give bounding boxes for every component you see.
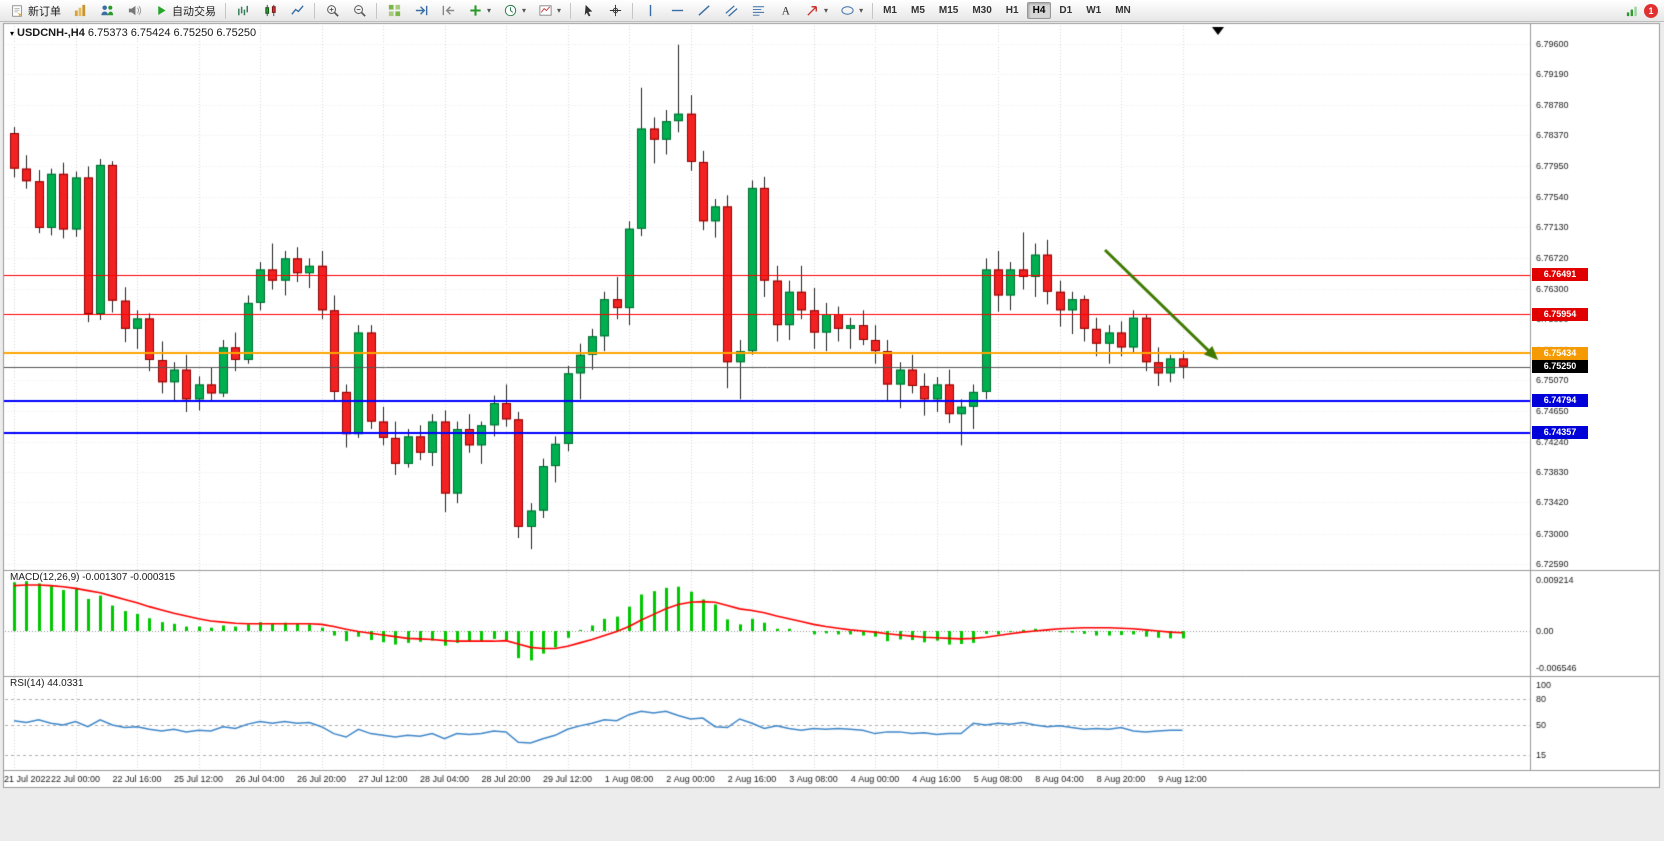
trendline-button[interactable]	[691, 2, 717, 20]
toolbar-right-cluster: 1	[1624, 3, 1660, 19]
tile-windows-button[interactable]	[381, 2, 407, 20]
line-chart-button[interactable]	[284, 2, 310, 20]
chart-shift-icon	[442, 5, 454, 16]
crosshair-button[interactable]	[602, 2, 628, 20]
timeframe-H4-button[interactable]: H4	[1026, 2, 1052, 19]
toolbar-separator	[314, 2, 315, 19]
candlestick-chart-icon	[264, 4, 276, 17]
zoom-in-icon	[326, 5, 339, 17]
horizontal-line-button[interactable]	[664, 2, 690, 20]
line-chart-icon	[290, 5, 304, 15]
toolbar-separator	[632, 2, 634, 19]
fibonacci-icon	[752, 6, 764, 16]
profiles-icon	[100, 5, 113, 16]
templates-button[interactable]: ▾	[532, 0, 566, 21]
shapes-icon	[839, 3, 855, 19]
timeframe-MN-button[interactable]: MN	[1115, 5, 1131, 16]
notification-badge[interactable]: 1	[1644, 3, 1658, 18]
zoom-out-icon	[353, 5, 366, 17]
zoom-in-button[interactable]	[319, 2, 345, 20]
chevron-down-icon: ▾	[859, 6, 864, 15]
toolbar-separator	[376, 2, 377, 19]
timeframe-W1-button[interactable]: W1	[1086, 5, 1102, 16]
text-icon: A	[781, 5, 790, 17]
chart-shift-button[interactable]	[435, 2, 461, 20]
channel-icon	[724, 5, 738, 17]
zoom-out-button[interactable]	[346, 2, 372, 20]
new-order-label: 新订单	[28, 5, 61, 18]
template-icon	[537, 3, 553, 19]
text-button[interactable]: A	[772, 2, 798, 20]
bar-chart-button[interactable]	[230, 2, 256, 20]
sounds-button[interactable]	[121, 2, 147, 20]
autotrading-label: 自动交易	[172, 5, 216, 18]
periods-button[interactable]: ▾	[497, 0, 531, 21]
shapes-button[interactable]: ▾	[834, 0, 868, 21]
horizontal-line-icon	[671, 9, 683, 12]
timeframe-group: M1 M5 M15 M30 H1 H4 D1 W1 MN	[877, 2, 1137, 19]
timeframe-M5-button[interactable]: M5	[910, 5, 925, 16]
chevron-down-icon: ▾	[487, 6, 492, 15]
trendline-icon	[697, 5, 710, 16]
clock-icon	[502, 3, 518, 19]
chevron-down-icon: ▾	[557, 6, 562, 15]
new-chart-icon	[74, 4, 85, 17]
vertical-line-icon	[649, 4, 651, 17]
timeframe-D1-button[interactable]: D1	[1059, 5, 1073, 16]
autotrading-play-icon	[153, 3, 169, 19]
sounds-icon	[128, 5, 141, 16]
svg-text:A: A	[781, 5, 790, 17]
arrow-tool-icon	[804, 3, 820, 19]
chevron-down-icon: ▾	[824, 6, 829, 15]
cursor-icon	[584, 4, 592, 17]
fibonacci-button[interactable]	[745, 2, 771, 20]
tile-windows-icon	[388, 4, 400, 17]
candlestick-chart-button[interactable]	[257, 2, 283, 20]
channel-button[interactable]	[718, 2, 744, 20]
auto-scroll-icon	[415, 5, 427, 16]
auto-scroll-button[interactable]	[408, 2, 434, 20]
vertical-line-button[interactable]	[637, 2, 663, 20]
timeframe-M15-button[interactable]: M15	[938, 5, 959, 16]
timeframe-H1-button[interactable]: H1	[1005, 5, 1019, 16]
indicators-button[interactable]: ▾	[462, 0, 496, 21]
indicators-icon	[467, 3, 483, 19]
cursor-button[interactable]	[575, 2, 601, 20]
new-chart-button[interactable]	[67, 2, 93, 20]
bar-chart-icon	[237, 5, 248, 16]
connection-status-icon[interactable]	[1624, 3, 1640, 19]
timeframe-M1-button[interactable]: M1	[883, 5, 897, 16]
profiles-button[interactable]	[94, 2, 120, 20]
toolbar-separator	[225, 2, 226, 19]
chevron-down-icon: ▾	[522, 6, 527, 15]
autotrading-button[interactable]: 自动交易	[148, 0, 221, 21]
new-order-button[interactable]: 新订单	[4, 0, 66, 21]
arrows-button[interactable]: ▾	[799, 0, 833, 21]
toolbar-separator	[570, 2, 572, 19]
timeframe-M30-button[interactable]: M30	[972, 5, 992, 16]
toolbar-separator	[872, 2, 874, 19]
new-order-icon	[9, 3, 25, 19]
main-toolbar: 新订单 自动交易 ▾	[0, 0, 1664, 22]
crosshair-icon	[609, 4, 621, 17]
